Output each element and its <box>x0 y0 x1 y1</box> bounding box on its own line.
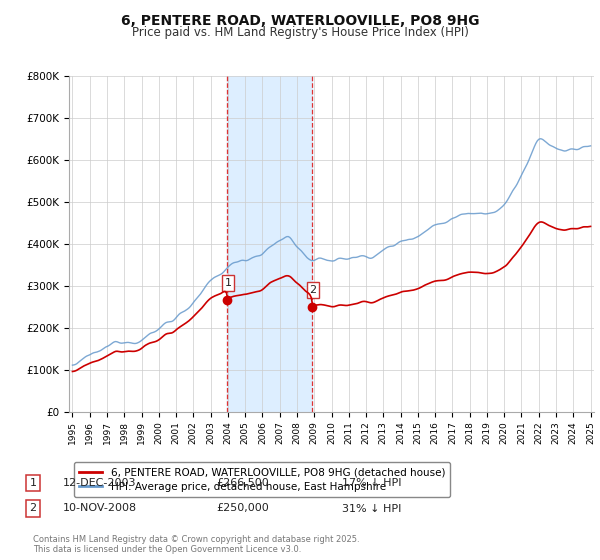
Text: Price paid vs. HM Land Registry's House Price Index (HPI): Price paid vs. HM Land Registry's House … <box>131 26 469 39</box>
Text: Contains HM Land Registry data © Crown copyright and database right 2025.
This d: Contains HM Land Registry data © Crown c… <box>33 535 359 554</box>
Text: 1: 1 <box>29 478 37 488</box>
Text: 12-DEC-2003: 12-DEC-2003 <box>63 478 137 488</box>
Text: 2: 2 <box>309 285 316 295</box>
Text: 6, PENTERE ROAD, WATERLOOVILLE, PO8 9HG: 6, PENTERE ROAD, WATERLOOVILLE, PO8 9HG <box>121 14 479 28</box>
Text: 2: 2 <box>29 503 37 514</box>
Text: 17% ↓ HPI: 17% ↓ HPI <box>342 478 401 488</box>
Text: 1: 1 <box>224 278 232 288</box>
Text: £250,000: £250,000 <box>216 503 269 514</box>
Text: 10-NOV-2008: 10-NOV-2008 <box>63 503 137 514</box>
Bar <box>227 76 312 412</box>
Text: 31% ↓ HPI: 31% ↓ HPI <box>342 503 401 514</box>
Text: £266,500: £266,500 <box>216 478 269 488</box>
Legend: 6, PENTERE ROAD, WATERLOOVILLE, PO8 9HG (detached house), HPI: Average price, de: 6, PENTERE ROAD, WATERLOOVILLE, PO8 9HG … <box>74 462 451 497</box>
